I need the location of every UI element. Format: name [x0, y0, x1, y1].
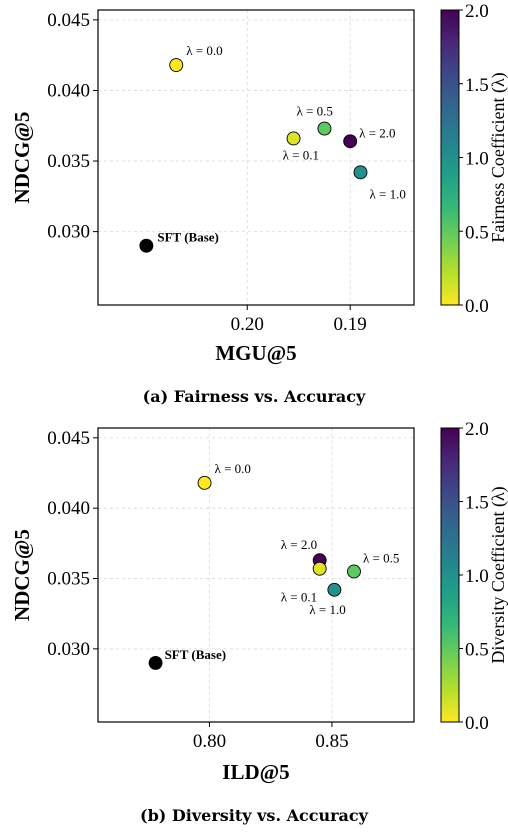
x-tick-label: 0.19	[334, 314, 367, 335]
x-axis-label: ILD@5	[222, 760, 289, 784]
point-label: λ = 2.0	[359, 125, 395, 140]
y-tick-label: 0.035	[47, 569, 90, 590]
point-label: λ = 0.5	[296, 104, 332, 119]
point-label: λ = 0.0	[186, 43, 222, 58]
colorbar-tick-label: 1.0	[465, 149, 489, 170]
colorbar-tick-label: 2.0	[465, 419, 489, 440]
colorbar-tick-label: 0.5	[465, 222, 489, 243]
colorbar-tick-label: 0.0	[465, 713, 489, 734]
colorbar	[440, 427, 460, 723]
panel-diversity: 0.80 0.85 0.030 0.035 0.040 0.045 ILD@5 NDCG@5 S…	[10, 419, 508, 784]
colorbar-tick-label: 0.0	[465, 296, 489, 317]
point-lambda	[343, 134, 358, 149]
colorbar-label: Diversity Coefficient (λ)	[488, 486, 508, 663]
plot-frame	[97, 9, 415, 306]
point-label: λ = 0.1	[283, 147, 319, 162]
point-lambda	[317, 121, 332, 136]
point-lambda	[312, 561, 327, 576]
y-tick-label: 0.045	[47, 10, 90, 31]
point-lambda	[286, 131, 301, 146]
y-axis-label: NDCG@5	[10, 112, 34, 204]
point-label: λ = 0.0	[215, 461, 251, 476]
y-tick-label: 0.045	[47, 428, 90, 449]
colorbar-tick-label: 1.5	[465, 493, 489, 514]
colorbar-tick-label: 1.5	[465, 75, 489, 96]
x-tick-label: 0.80	[193, 731, 226, 752]
point-label: λ = 0.1	[281, 590, 317, 605]
x-tick-label: 0.85	[315, 731, 348, 752]
point-label: λ = 2.0	[281, 537, 317, 552]
point-label: λ = 1.0	[309, 602, 345, 617]
y-tick-label: 0.035	[47, 151, 90, 172]
caption-diversity: (b) Diversity vs. Accuracy	[140, 806, 368, 825]
point-lambda	[169, 58, 184, 72]
y-tick-label: 0.030	[47, 222, 90, 243]
point-lambda	[197, 475, 212, 490]
y-tick-label: 0.040	[47, 498, 90, 519]
y-axis-label: NDCG@5	[10, 529, 34, 621]
y-tick-label: 0.030	[47, 639, 90, 660]
point-label: SFT (Base)	[157, 230, 219, 245]
x-tick-label: 0.20	[231, 314, 264, 335]
x-axis-label: MGU@5	[215, 341, 296, 365]
y-tick-label: 0.040	[47, 80, 90, 101]
point-label: λ = 0.5	[363, 550, 399, 565]
colorbar-tick-label: 1.0	[465, 566, 489, 587]
caption-fairness: (a) Fairness vs. Accuracy	[142, 387, 366, 406]
plot-frame	[97, 427, 415, 723]
colorbar-tick-label: 0.5	[465, 640, 489, 661]
colorbar-label: Fairness Coefficient (λ)	[488, 72, 508, 242]
point-sft-base	[148, 655, 163, 670]
colorbar	[440, 9, 460, 306]
point-label: SFT (Base)	[165, 647, 227, 662]
point-lambda	[347, 564, 361, 579]
panel-fairness: 0.20 0.19 0.030 0.035 0.040 0.045 MGU@5 NDCG@5 S…	[10, 1, 508, 365]
point-sft-base	[139, 238, 154, 253]
colorbar-tick-label: 2.0	[465, 1, 489, 22]
point-label: λ = 1.0	[369, 186, 405, 201]
point-lambda	[353, 165, 368, 180]
point-lambda	[327, 582, 342, 597]
